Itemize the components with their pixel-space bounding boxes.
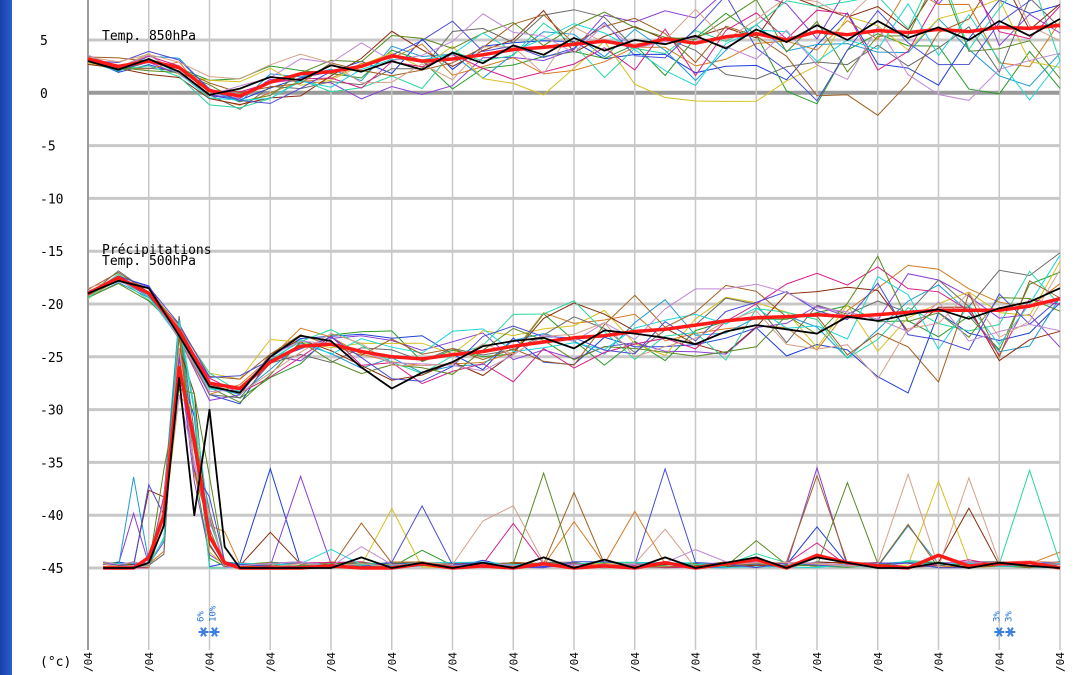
x-tick-label: /04 [872, 652, 885, 672]
x-tick-label: /04 [447, 652, 460, 672]
member-line [87, 264, 1061, 396]
member-line [87, 266, 1061, 394]
precip-member-line [103, 348, 1061, 569]
chart-series [87, 18, 1061, 570]
snow-probability-label: 3% [1004, 611, 1014, 622]
unit-label: (°c) [40, 655, 71, 670]
x-tick-label: /04 [750, 652, 763, 672]
y-tick-label: -20 [40, 298, 63, 313]
y-tick-label: -35 [40, 456, 63, 471]
member-line [87, 0, 1061, 101]
x-tick-label: /04 [264, 652, 277, 672]
y-tick-label: -30 [40, 404, 63, 419]
x-tick-label: /04 [690, 652, 703, 672]
y-tick-label: 0 [40, 87, 48, 102]
snowflake-icon [209, 627, 220, 637]
x-tick-label: /04 [204, 652, 217, 672]
x-tick-label: /04 [629, 652, 642, 672]
snow-markers: 6% 10% 3% 3% [197, 605, 1016, 637]
member-line [87, 2, 1061, 101]
x-tick-label: /04 [82, 652, 95, 672]
control-line-500 [87, 279, 1061, 394]
x-tick-label: /04 [325, 652, 338, 672]
y-tick-label: -40 [40, 509, 63, 524]
y-tick-label: -15 [40, 245, 63, 260]
x-tick-label: /04 [811, 652, 824, 672]
y-tick-label: -10 [40, 192, 63, 207]
member-line [87, 13, 1061, 101]
snow-probability-label: 6% [197, 611, 207, 622]
member-line [87, 0, 1061, 84]
y-tick-label: -25 [40, 351, 63, 366]
y-tick-label: -5 [40, 140, 56, 155]
member-line [87, 0, 1061, 102]
member-line [87, 0, 1061, 93]
y-tick-label: 5 [40, 34, 48, 49]
plot-background [12, 0, 1080, 675]
snow-probability-label: 3% [992, 611, 1002, 622]
x-tick-label: /04 [143, 652, 156, 672]
member-line [87, 271, 1061, 399]
panel-label-500: Temp. 500hPa [102, 254, 196, 269]
member-line [87, 261, 1061, 380]
member-line [87, 269, 1061, 395]
axis-ticks: 5 0 -5 -10 -15 -20 -25 -30 -35 -40 -45/04/04/04/04… [40, 34, 1067, 672]
snowflake-icon [198, 627, 209, 637]
y-tick-label: -45 [40, 562, 63, 577]
x-tick-label: /04 [568, 652, 581, 672]
control-line-precip [103, 376, 1061, 569]
chart-labels: Temp. 850hPa Précipitations Temp. 500hPa… [40, 29, 212, 670]
control-line-850 [87, 18, 1061, 96]
x-tick-label: /04 [933, 652, 946, 672]
panel-label-850: Temp. 850hPa [102, 29, 196, 44]
member-line [87, 255, 1061, 403]
panel-label-precip: Précipitations [102, 243, 212, 258]
snowflake-icon [1005, 627, 1016, 637]
snow-marker: 3% 3% [992, 611, 1016, 637]
snowflake-icon [994, 627, 1005, 637]
x-tick-label: /04 [993, 652, 1006, 672]
snow-probability-label: 10% [209, 605, 219, 622]
x-tick-label: /04 [1054, 652, 1067, 672]
x-tick-label: /04 [386, 652, 399, 672]
snow-marker: 6% 10% [197, 605, 220, 637]
x-tick-label: /04 [507, 652, 520, 672]
